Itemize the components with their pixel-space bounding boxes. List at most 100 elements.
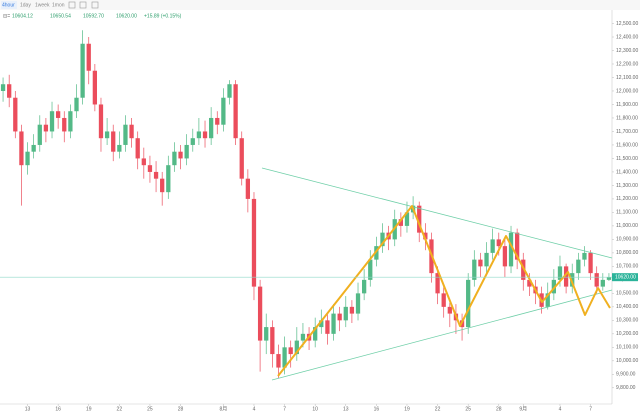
x-tick-label: 19: [86, 406, 92, 412]
y-tick-label: 12,300.00: [616, 48, 638, 54]
candle-body: [153, 171, 159, 179]
y-tick-label: 11,600.00: [616, 142, 638, 148]
ohlc-high: 10650.54: [50, 13, 71, 19]
x-tick-label: 22: [117, 406, 123, 412]
y-tick-label: 12,500.00: [616, 21, 638, 27]
candle-body: [123, 124, 128, 145]
ohlc-low: 10592.70: [83, 13, 104, 19]
y-tick-label: 9,900.00: [616, 372, 636, 378]
candle-body: [563, 266, 569, 287]
candle-body: [19, 131, 24, 166]
candle-body: [196, 131, 202, 139]
candle-body: [166, 165, 171, 193]
ohlc-change: +15.89 (+0.15%): [144, 13, 182, 19]
candle-body: [545, 293, 550, 307]
y-tick-label: 11,200.00: [616, 196, 638, 202]
candle-body: [0, 84, 6, 91]
icon[interactable]: [91, 1, 99, 9]
candle-body: [557, 266, 563, 280]
candle-body: [202, 131, 208, 139]
tab[interactable]: 1week: [35, 2, 50, 8]
candle-body: [251, 198, 257, 287]
candle-body: [55, 111, 61, 118]
candle-body: [257, 286, 263, 341]
candle-body: [374, 246, 379, 260]
candle-body: [92, 70, 98, 105]
candle-body: [349, 306, 355, 314]
tab[interactable]: 1day: [20, 2, 31, 8]
y-tick-label: 11,500.00: [616, 156, 638, 162]
tab[interactable]: 4hour: [2, 2, 15, 8]
candle-body: [588, 252, 593, 274]
icon[interactable]: [68, 1, 76, 9]
candle-body: [325, 320, 330, 334]
candle-body: [337, 313, 342, 321]
candle-body: [208, 117, 214, 139]
candle-body: [313, 327, 318, 341]
candle-body: [31, 144, 36, 152]
candle-body: [98, 104, 104, 139]
candle-body: [62, 117, 67, 132]
x-tick-label: 13: [25, 406, 31, 412]
candle-body: [184, 144, 189, 159]
y-tick-label: 11,900.00: [616, 102, 638, 108]
y-tick-label: 10,700.00: [616, 264, 638, 270]
candle-body: [521, 259, 526, 280]
ohlc-close: 10620.00: [116, 13, 137, 19]
candle-body: [141, 158, 146, 166]
x-tick-label: 7: [589, 406, 592, 412]
candle-body: [606, 277, 612, 280]
candle-body: [270, 327, 275, 355]
candle-body: [435, 273, 440, 294]
candle-body: [404, 212, 410, 226]
wave-line: [277, 205, 611, 377]
candle-body: [300, 333, 306, 341]
candle-body: [417, 205, 422, 233]
active-tab: [1, 1, 17, 9]
candle-body: [276, 354, 281, 368]
candle-body: [7, 84, 12, 98]
candle-body: [74, 97, 79, 112]
y-tick-label: 11,400.00: [616, 169, 638, 175]
y-tick-label: 10,500.00: [616, 291, 638, 297]
candle-body: [582, 252, 587, 260]
icon[interactable]: [79, 1, 87, 9]
x-tick-label: 4: [559, 406, 562, 412]
y-tick-label: 10,800.00: [616, 250, 638, 256]
candle-body: [576, 259, 581, 274]
x-tick-label: 28: [178, 406, 184, 412]
candle-body: [111, 131, 116, 152]
trend-line: [271, 289, 613, 381]
candle-body: [600, 279, 605, 287]
candle-body: [594, 273, 599, 287]
y-tick-label: 12,000.00: [616, 88, 638, 94]
ohlc-label: ⊟=: [3, 13, 10, 19]
y-tick-label: 10,300.00: [616, 318, 638, 324]
candle-body: [496, 239, 501, 247]
candle-body: [319, 320, 324, 328]
candle-body: [423, 232, 428, 240]
x-tick-label: 16: [55, 406, 61, 412]
y-tick-label: 10,000.00: [616, 358, 638, 364]
candle-body: [49, 111, 55, 132]
candle-body: [178, 151, 183, 159]
candle-body: [25, 151, 30, 166]
trend-line: [261, 167, 613, 259]
candle-body: [239, 138, 244, 179]
y-tick-label: 10,100.00: [616, 345, 638, 351]
candle-body: [227, 84, 232, 98]
tab[interactable]: 1mon: [52, 2, 65, 8]
candle-body: [484, 252, 489, 267]
candle-body: [190, 138, 195, 145]
price-label: 10620.00: [615, 275, 636, 281]
x-tick-label: 25: [465, 406, 471, 412]
candle-body: [514, 232, 520, 260]
y-tick-label: 10,900.00: [616, 237, 638, 243]
candle-body: [502, 246, 508, 267]
y-tick-label: 11,300.00: [616, 183, 638, 189]
x-tick-label: 7: [283, 406, 286, 412]
y-tick-label: 12,400.00: [616, 34, 638, 40]
y-tick-label: 11,700.00: [616, 129, 638, 135]
candle-body: [264, 327, 269, 341]
